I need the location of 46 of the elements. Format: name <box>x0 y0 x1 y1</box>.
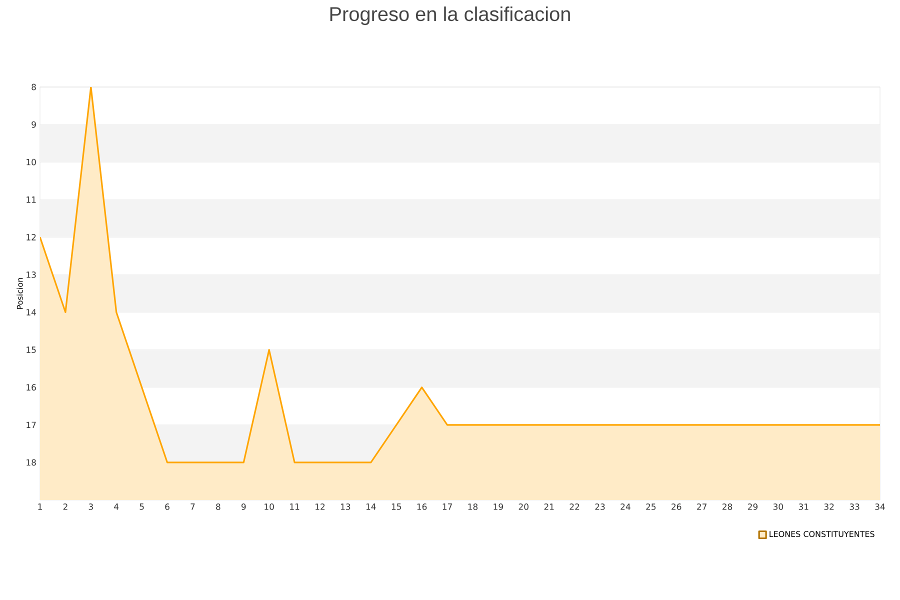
x-tick-label: 16 <box>417 504 427 510</box>
x-tick-label: 19 <box>494 504 503 510</box>
y-tick-label: 15 <box>26 346 36 353</box>
x-tick-label: 6 <box>165 504 170 510</box>
y-tick-label: 18 <box>26 459 36 466</box>
y-tick-label: 14 <box>26 309 36 316</box>
chart-title: Progreso en la clasificacion <box>330 6 570 26</box>
x-tick-label: 26 <box>672 504 682 510</box>
y-tick-label: 11 <box>26 196 36 203</box>
x-tick-label: 8 <box>216 504 220 510</box>
y-tick-label: 16 <box>26 384 36 391</box>
x-tick-label: 22 <box>570 504 580 510</box>
x-tick-label: 17 <box>442 504 452 510</box>
x-tick-label: 10 <box>264 504 274 510</box>
x-tick-label: 24 <box>620 504 630 510</box>
x-tick-label: 30 <box>773 504 784 510</box>
x-tick-label: 15 <box>392 504 402 510</box>
x-tick-label: 31 <box>798 504 808 510</box>
x-tick-label: 11 <box>290 504 300 510</box>
x-tick-label: 1 <box>38 504 42 510</box>
x-tick-label: 5 <box>140 504 144 510</box>
x-tick-label: 18 <box>468 504 478 510</box>
x-tick-label: 12 <box>316 504 325 510</box>
x-tick-label: 29 <box>748 504 758 510</box>
x-tick-label: 21 <box>544 504 554 510</box>
x-tick-label: 25 <box>646 504 656 510</box>
x-tick-label: 7 <box>190 504 195 510</box>
x-tick-label: 34 <box>875 504 885 510</box>
x-tick-label: 28 <box>722 504 732 510</box>
y-tick-label: 8 <box>32 84 36 90</box>
x-tick-label: 4 <box>114 504 119 510</box>
x-tick-label: 33 <box>850 504 860 510</box>
y-tick-label: 10 <box>26 158 36 166</box>
x-tick-label: 2 <box>63 504 68 510</box>
x-tick-label: 14 <box>366 504 376 510</box>
x-tick-label: 20 <box>518 504 528 510</box>
x-tick-label: 9 <box>241 504 246 510</box>
y-tick-label: 13 <box>26 272 36 278</box>
x-tick-label: 23 <box>595 504 605 510</box>
y-tick-label: 12 <box>26 234 36 240</box>
x-tick-label: 3 <box>88 504 93 510</box>
x-tick-label: 13 <box>341 504 350 510</box>
x-tick-label: 27 <box>697 504 706 510</box>
y-tick-label: 17 <box>26 422 36 428</box>
y-tick-label: 9 <box>32 121 36 128</box>
x-tick-label: 32 <box>824 504 834 510</box>
